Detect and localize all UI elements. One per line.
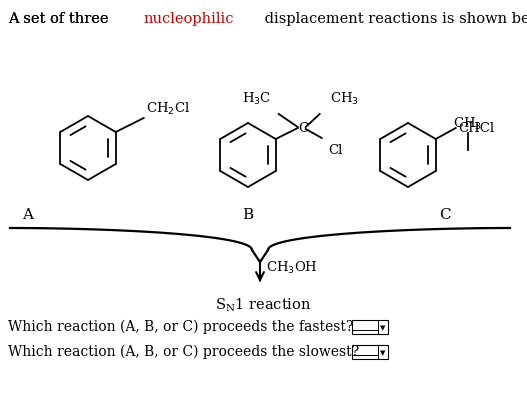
Text: CH$_3$: CH$_3$ bbox=[453, 116, 482, 132]
Text: nucleophilic: nucleophilic bbox=[144, 12, 234, 26]
Text: C: C bbox=[299, 122, 309, 135]
Text: B: B bbox=[242, 208, 253, 222]
Text: C: C bbox=[439, 208, 451, 222]
Text: ▼: ▼ bbox=[380, 325, 386, 331]
Text: Cl: Cl bbox=[329, 144, 343, 157]
Text: CH$_3$: CH$_3$ bbox=[330, 91, 359, 107]
Text: CHCl: CHCl bbox=[458, 122, 495, 135]
Text: S$_\mathregular{N}$1 reaction: S$_\mathregular{N}$1 reaction bbox=[214, 296, 311, 314]
Text: Which reaction (A, B, or C) proceeds the fastest?: Which reaction (A, B, or C) proceeds the… bbox=[8, 320, 354, 334]
Bar bbox=[352, 320, 388, 334]
Text: displacement reactions is shown below:: displacement reactions is shown below: bbox=[260, 12, 527, 26]
Text: H$_3$C: H$_3$C bbox=[242, 91, 272, 107]
Bar bbox=[352, 345, 388, 359]
Text: Which reaction (A, B, or C) proceeds the slowest?: Which reaction (A, B, or C) proceeds the… bbox=[8, 345, 359, 359]
Text: CH$_2$Cl: CH$_2$Cl bbox=[145, 101, 190, 117]
Text: ▼: ▼ bbox=[380, 350, 386, 356]
Text: A set of three: A set of three bbox=[8, 12, 113, 26]
Text: A: A bbox=[23, 208, 34, 222]
Text: CH$_3$OH: CH$_3$OH bbox=[266, 259, 318, 276]
Text: A set of three: A set of three bbox=[8, 12, 113, 26]
